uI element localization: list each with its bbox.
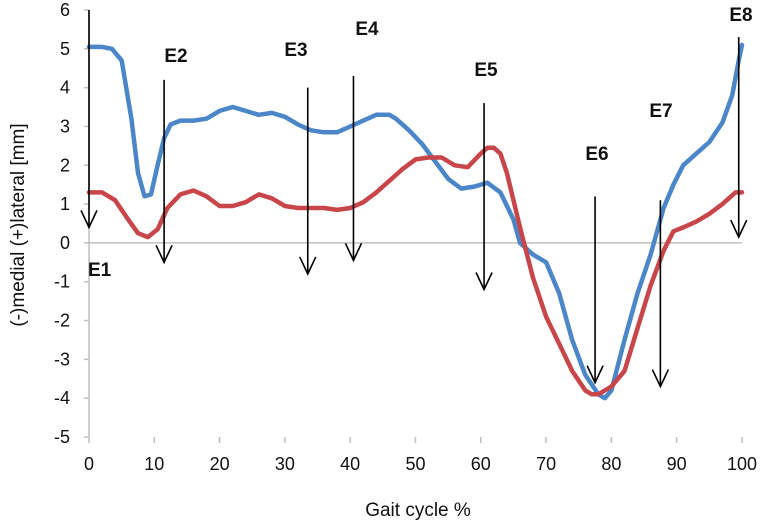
- event-arrow-head: [80, 210, 98, 230]
- y-tick-label: -1: [54, 272, 70, 292]
- y-axis-title: (-)medial (+)lateral [mm]: [8, 123, 29, 326]
- x-tick-label: 40: [340, 454, 360, 474]
- x-tick-label: 10: [144, 454, 164, 474]
- y-tick-label: 3: [60, 116, 70, 136]
- event-label: E1: [88, 260, 112, 281]
- event-marker-e1: E1: [80, 10, 112, 281]
- y-tick-label: -2: [54, 311, 70, 331]
- event-label: E5: [474, 60, 498, 81]
- y-tick-labels: 6 5 4 3 2 1 0 -1 -2 -3 -4 -5: [54, 0, 89, 447]
- x-tick-labels: 0 10 20 30 40 50 60 70 80 90 100: [84, 437, 757, 474]
- y-tick-label: 6: [60, 0, 70, 20]
- y-tick-label: -4: [54, 388, 70, 408]
- x-tick-label: 20: [210, 454, 230, 474]
- x-tick-label: 90: [667, 454, 687, 474]
- series-lines: [86, 42, 745, 401]
- event-label: E2: [164, 46, 187, 67]
- event-arrow-head: [586, 365, 604, 385]
- event-marker-e3: E3: [284, 40, 317, 276]
- x-tick-label: 100: [727, 454, 757, 474]
- y-tick-label: 4: [60, 78, 70, 98]
- event-arrow-head: [475, 272, 493, 292]
- x-tick-label: 70: [536, 454, 556, 474]
- x-tick-label: 60: [471, 454, 491, 474]
- series-line-1: [86, 42, 745, 401]
- y-tick-label: -3: [54, 349, 70, 369]
- x-tick-label: 30: [275, 454, 295, 474]
- event-label: E3: [284, 40, 307, 61]
- event-label: E8: [729, 5, 752, 26]
- event-marker-e2: E2: [155, 46, 188, 265]
- y-tick-label: 2: [60, 155, 70, 175]
- axes: [88, 10, 742, 437]
- x-axis-title: Gait cycle %: [365, 500, 471, 521]
- y-tick-label: 1: [60, 194, 70, 214]
- event-arrow-head: [299, 256, 317, 276]
- event-marker-e6: E6: [585, 144, 609, 385]
- y-tick-label: 0: [60, 233, 70, 253]
- event-marker-e5: E5: [474, 60, 498, 292]
- event-label: E4: [355, 19, 379, 40]
- y-tick-label: 5: [60, 39, 70, 59]
- event-label: E6: [585, 144, 608, 165]
- x-tick-label: 0: [84, 454, 94, 474]
- event-marker-e8: E8: [729, 5, 753, 239]
- series-line-2: [86, 145, 745, 397]
- event-arrow-head: [344, 243, 363, 263]
- event-arrow-head: [730, 219, 748, 239]
- event-marker-e4: E4: [344, 19, 379, 263]
- event-arrow-head: [155, 244, 173, 265]
- event-marker-e7: E7: [649, 101, 673, 389]
- x-tick-label: 50: [405, 454, 425, 474]
- event-label: E7: [649, 101, 672, 122]
- event-arrow-head: [651, 369, 670, 389]
- y-tick-label: -5: [54, 427, 70, 447]
- x-tick-label: 80: [601, 454, 621, 474]
- event-markers: E1 E2 E3 E4 E5 E6 E7 E8: [80, 5, 753, 389]
